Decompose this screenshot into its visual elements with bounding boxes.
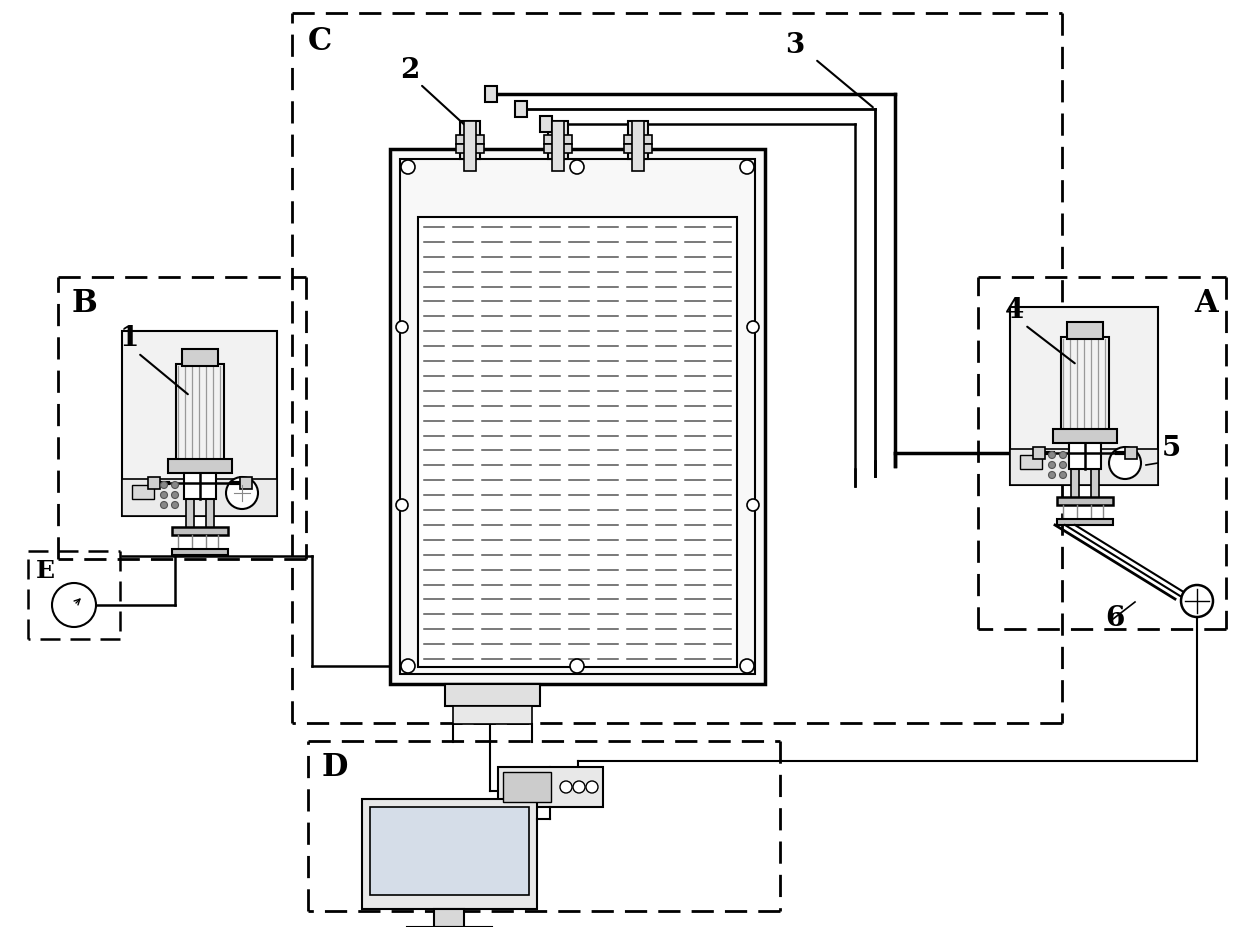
Bar xyxy=(544,145,572,154)
Circle shape xyxy=(587,781,598,794)
Bar xyxy=(453,706,532,724)
Circle shape xyxy=(52,583,95,628)
Circle shape xyxy=(1180,585,1213,617)
Bar xyxy=(370,807,529,895)
Circle shape xyxy=(1109,448,1141,479)
Bar xyxy=(544,136,572,145)
Bar xyxy=(515,102,527,118)
Bar xyxy=(539,117,552,133)
Bar xyxy=(445,684,539,706)
Text: D: D xyxy=(322,751,348,782)
Bar xyxy=(503,772,551,802)
Circle shape xyxy=(396,500,408,512)
Bar xyxy=(241,477,252,489)
Circle shape xyxy=(160,502,167,509)
Bar xyxy=(167,460,232,474)
Bar xyxy=(176,364,224,462)
Bar xyxy=(172,527,228,536)
Bar xyxy=(131,486,154,500)
Bar xyxy=(122,332,277,516)
Bar xyxy=(1053,429,1117,443)
Bar xyxy=(172,550,228,555)
Circle shape xyxy=(1059,452,1066,459)
Bar xyxy=(1033,448,1045,460)
Circle shape xyxy=(740,160,754,175)
Bar xyxy=(206,500,215,529)
Bar xyxy=(362,799,537,909)
Bar xyxy=(1056,519,1114,526)
Bar xyxy=(148,477,160,489)
Circle shape xyxy=(573,781,585,794)
Bar xyxy=(1066,323,1104,339)
Circle shape xyxy=(226,477,258,510)
Text: A: A xyxy=(1194,287,1218,319)
Bar xyxy=(184,474,216,500)
Bar xyxy=(552,121,564,171)
Bar xyxy=(460,121,480,159)
Bar xyxy=(418,218,737,667)
Circle shape xyxy=(171,502,179,509)
Circle shape xyxy=(160,492,167,499)
Circle shape xyxy=(1049,472,1055,479)
Text: B: B xyxy=(72,287,98,319)
Bar xyxy=(464,121,476,171)
Circle shape xyxy=(401,659,415,673)
Bar xyxy=(1056,498,1114,505)
Circle shape xyxy=(746,500,759,512)
Bar xyxy=(498,768,603,807)
Bar xyxy=(434,909,464,927)
Bar xyxy=(456,145,484,154)
Bar xyxy=(1061,337,1109,432)
Text: 1: 1 xyxy=(120,324,139,351)
Circle shape xyxy=(560,781,572,794)
Text: C: C xyxy=(308,26,332,57)
Circle shape xyxy=(171,492,179,499)
Circle shape xyxy=(1049,462,1055,469)
Circle shape xyxy=(1059,472,1066,479)
Bar xyxy=(624,145,652,154)
Bar xyxy=(1011,450,1158,486)
Text: E: E xyxy=(36,558,55,582)
Bar xyxy=(1091,469,1099,500)
Bar xyxy=(122,479,277,516)
Text: 4: 4 xyxy=(1004,297,1024,324)
Circle shape xyxy=(1059,462,1066,469)
Circle shape xyxy=(570,160,584,175)
Bar xyxy=(186,500,193,529)
Bar xyxy=(627,121,649,159)
Bar xyxy=(1069,443,1101,469)
Bar xyxy=(1125,448,1137,460)
Circle shape xyxy=(160,482,167,489)
Bar xyxy=(485,87,497,103)
Circle shape xyxy=(570,659,584,673)
Circle shape xyxy=(401,160,415,175)
Circle shape xyxy=(1049,452,1055,459)
Bar xyxy=(1011,308,1158,486)
Text: 6: 6 xyxy=(1105,604,1125,631)
Bar xyxy=(391,150,765,684)
Text: 3: 3 xyxy=(785,32,805,59)
Bar xyxy=(548,121,568,159)
Bar xyxy=(632,121,644,171)
Bar xyxy=(1071,469,1079,500)
Bar xyxy=(456,136,484,145)
Bar xyxy=(1021,455,1042,469)
Circle shape xyxy=(740,659,754,673)
Circle shape xyxy=(171,482,179,489)
Bar xyxy=(624,136,652,145)
Circle shape xyxy=(746,322,759,334)
Text: 2: 2 xyxy=(401,57,419,84)
Bar xyxy=(401,159,755,674)
Circle shape xyxy=(396,322,408,334)
Bar xyxy=(182,349,218,366)
Text: 5: 5 xyxy=(1162,435,1182,462)
